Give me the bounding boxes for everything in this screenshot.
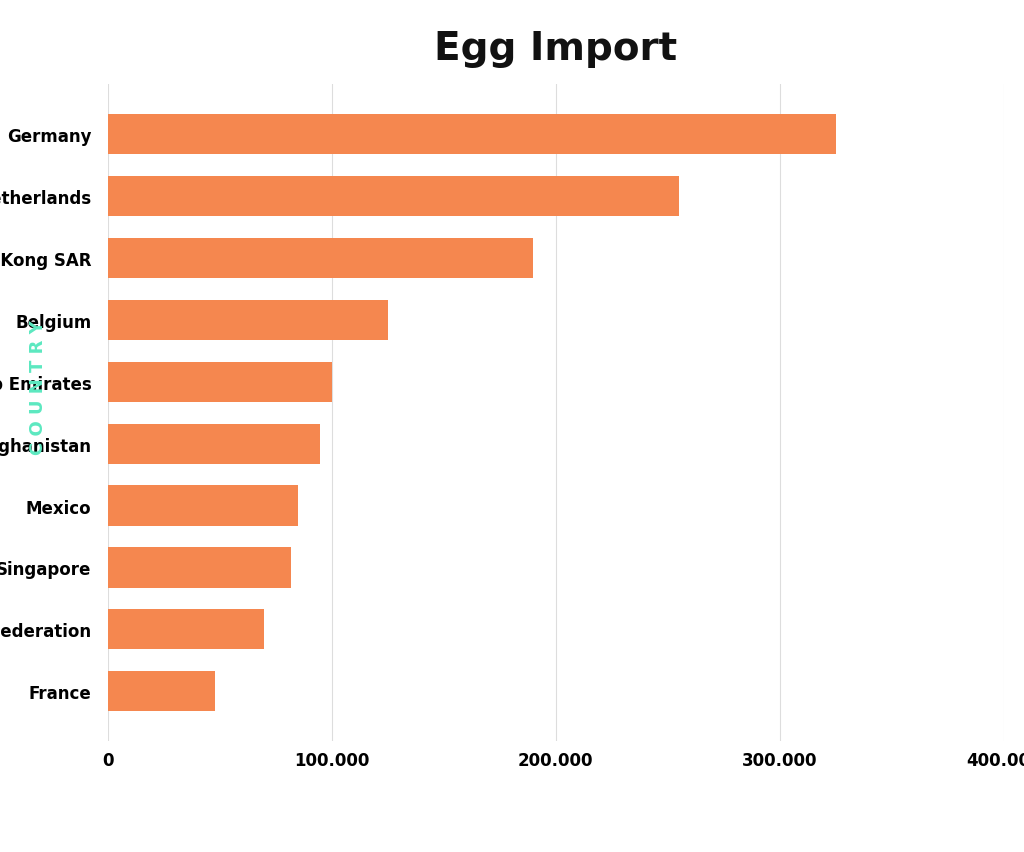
Bar	[108, 671, 215, 711]
Bar	[108, 115, 836, 155]
Title: Egg Import: Egg Import	[434, 31, 677, 68]
Bar	[108, 609, 264, 649]
Text: T O T A L   I M P O R T E D   E G G S: T O T A L I M P O R T E D E G G S	[336, 804, 688, 823]
Bar	[108, 177, 679, 217]
Bar	[108, 362, 332, 402]
Bar	[108, 301, 387, 341]
Bar	[108, 486, 298, 526]
Text: C O U N T R Y: C O U N T R Y	[30, 320, 47, 455]
Bar	[108, 548, 291, 588]
Bar	[108, 424, 321, 464]
Bar	[108, 239, 534, 279]
